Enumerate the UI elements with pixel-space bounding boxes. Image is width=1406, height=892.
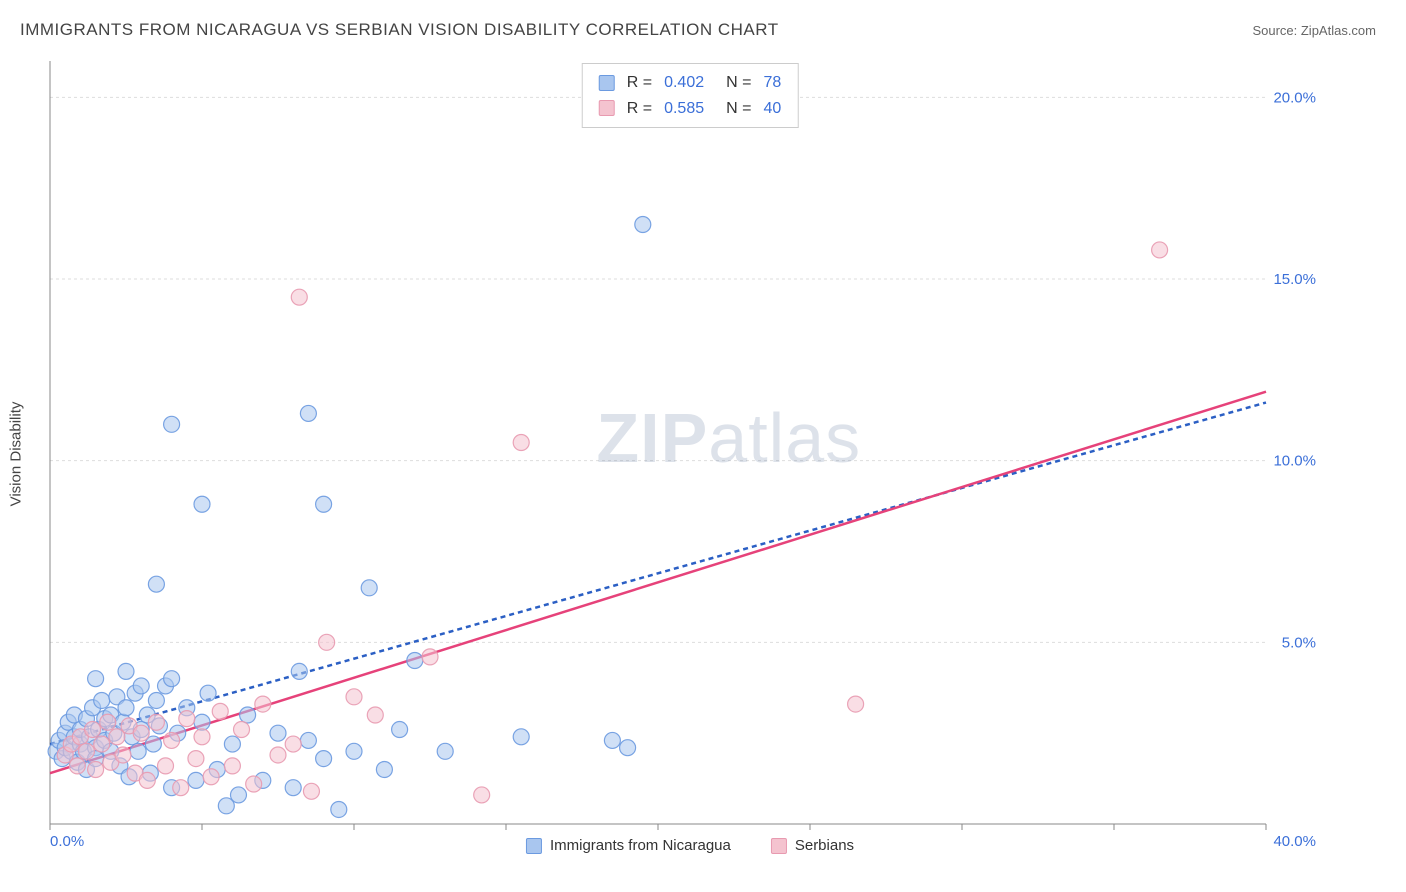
svg-text:0.0%: 0.0% bbox=[50, 833, 84, 850]
y-axis-label: Vision Disability bbox=[8, 401, 25, 506]
chart-container: Vision Disability ZIPatlas 5.0%10.0%15.0… bbox=[44, 55, 1336, 852]
stats-r-label: R = bbox=[627, 96, 652, 122]
scatter-plot-svg: 5.0% 10.0% 15.0% 20.0% 0.0% 40.0% bbox=[44, 55, 1336, 852]
legend-swatch bbox=[526, 838, 542, 854]
source-attribution: Source: ZipAtlas.com bbox=[1252, 23, 1376, 38]
legend-item: Serbians bbox=[771, 837, 854, 854]
svg-text:10.0%: 10.0% bbox=[1273, 453, 1316, 470]
stats-n-value: 40 bbox=[763, 96, 781, 122]
stats-swatch bbox=[599, 75, 615, 91]
stats-r-value: 0.585 bbox=[664, 96, 704, 122]
chart-title: IMMIGRANTS FROM NICARAGUA VS SERBIAN VIS… bbox=[20, 20, 779, 40]
legend-label: Immigrants from Nicaragua bbox=[550, 837, 731, 854]
svg-text:5.0%: 5.0% bbox=[1282, 634, 1316, 651]
source-name: ZipAtlas.com bbox=[1301, 23, 1376, 38]
stats-n-label: N = bbox=[726, 96, 751, 122]
legend-item: Immigrants from Nicaragua bbox=[526, 837, 731, 854]
chart-header: IMMIGRANTS FROM NICARAGUA VS SERBIAN VIS… bbox=[20, 20, 1376, 40]
stats-r-label: R = bbox=[627, 70, 652, 96]
legend-swatch bbox=[771, 838, 787, 854]
svg-text:40.0%: 40.0% bbox=[1273, 833, 1316, 850]
bottom-legend: Immigrants from Nicaragua Serbians bbox=[526, 837, 854, 854]
stats-n-value: 78 bbox=[763, 70, 781, 96]
legend-label: Serbians bbox=[795, 837, 854, 854]
stats-r-value: 0.402 bbox=[664, 70, 704, 96]
stats-row: R = 0.402 N = 78 bbox=[599, 70, 782, 96]
svg-text:20.0%: 20.0% bbox=[1273, 89, 1316, 106]
svg-text:15.0%: 15.0% bbox=[1273, 271, 1316, 288]
stats-legend-box: R = 0.402 N = 78 R = 0.585 N = 40 bbox=[582, 63, 799, 128]
stats-row: R = 0.585 N = 40 bbox=[599, 96, 782, 122]
source-label: Source: bbox=[1252, 23, 1300, 38]
stats-n-label: N = bbox=[726, 70, 751, 96]
stats-swatch bbox=[599, 100, 615, 116]
